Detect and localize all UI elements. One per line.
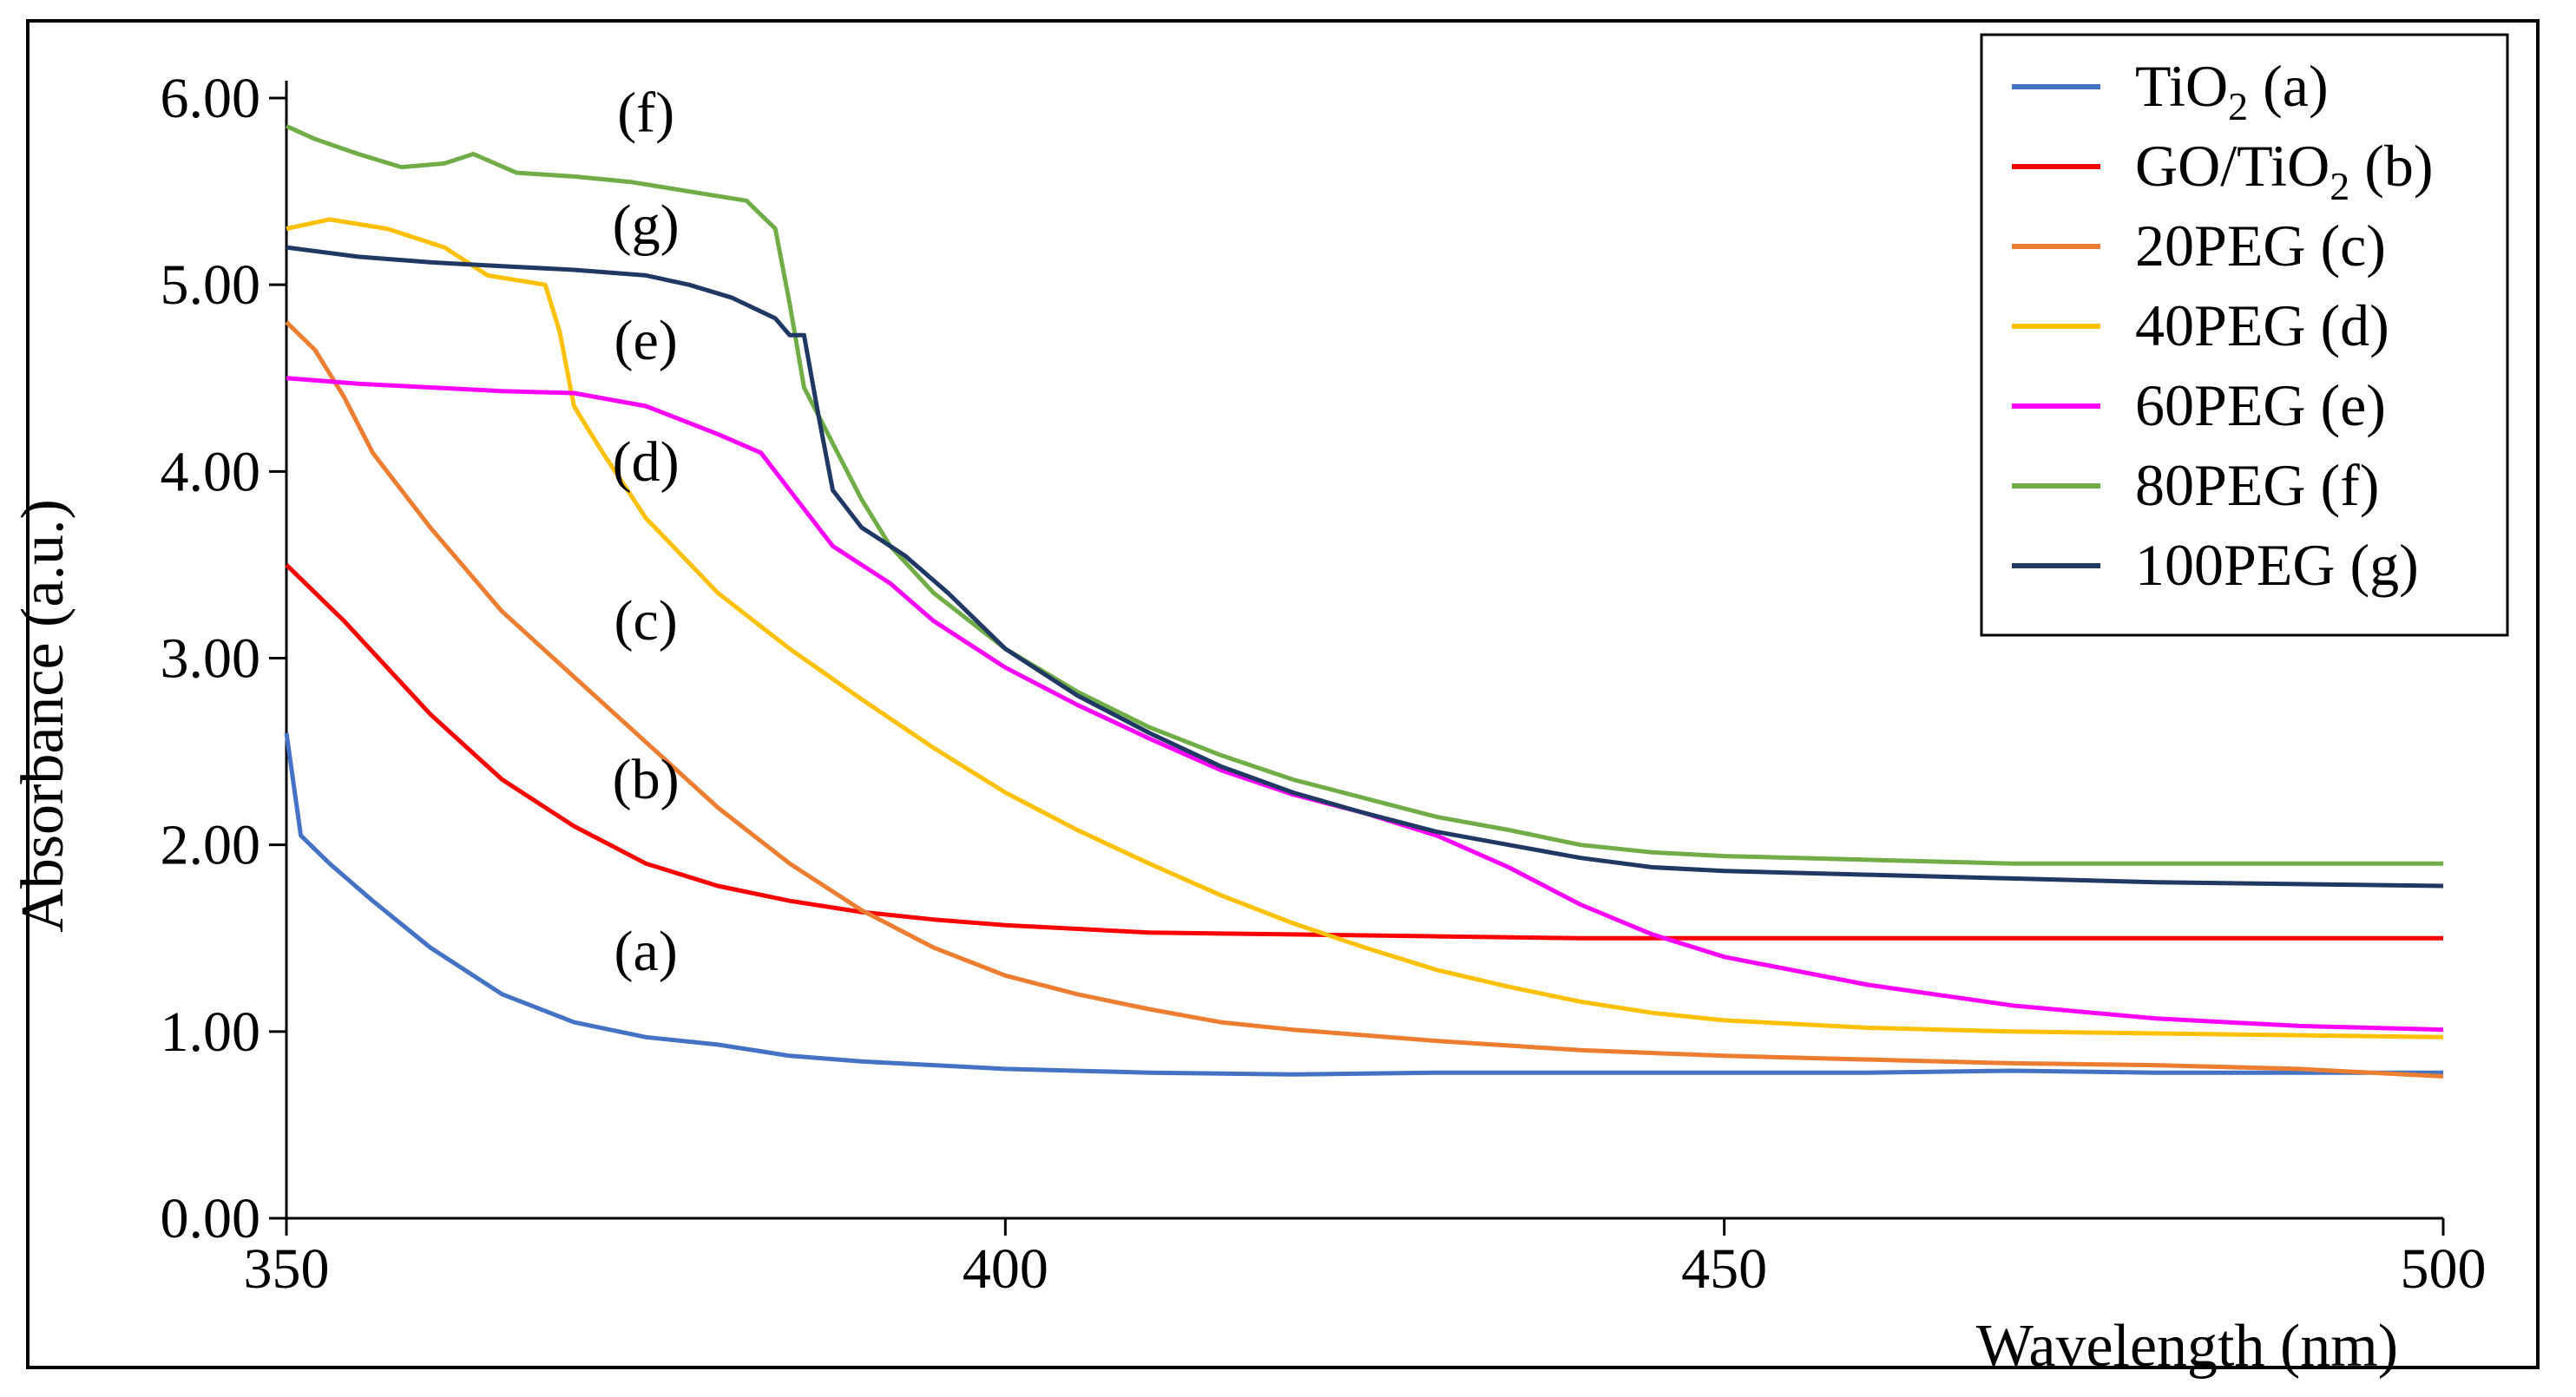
y-tick-label: 0.00 (161, 1187, 261, 1250)
legend-entry: 60PEG (e) (2135, 372, 2386, 438)
x-tick-label: 350 (244, 1237, 330, 1301)
legend: TiO2 (a)GO/TiO2 (b)20PEG (c) 40PEG (d) 60P… (1980, 33, 2509, 637)
series-line-6 (285, 124, 2443, 866)
curve-label: (b) (613, 748, 680, 811)
legend-entry: 100PEG (g) (2135, 532, 2419, 598)
x-axis-title: Wavelength (nm) (1976, 1313, 2398, 1380)
curve-label: (a) (614, 920, 678, 983)
x-tick-label: 400 (963, 1237, 1048, 1301)
legend-entry: GO/TiO2 (b) (2135, 133, 2434, 208)
curve-label: (g) (613, 193, 680, 257)
y-tick-label: 6.00 (161, 67, 261, 130)
y-tick-label: 1.00 (161, 1000, 261, 1064)
x-tick-label: 450 (1681, 1237, 1767, 1301)
curve-labels: (a) (b) (c) (d) (e) (f) (g) (613, 82, 680, 983)
series-line-1 (284, 732, 2443, 1077)
series-line-5 (286, 376, 2444, 1033)
y-tick-label: 2.00 (161, 814, 261, 877)
legend-entry: 20PEG (c) (2135, 213, 2386, 279)
curve-label: (f) (617, 82, 674, 145)
curve-label: (e) (614, 309, 678, 372)
legend-entry: TiO2 (a) (2135, 53, 2329, 128)
curve-label: (d) (613, 430, 680, 494)
series-line-4 (286, 217, 2444, 1040)
y-axis-title: Absorbance (a.u.) (10, 499, 76, 933)
series-lines (284, 124, 2444, 1079)
series-line-3 (285, 320, 2444, 1079)
x-tick-label: 500 (2401, 1237, 2487, 1301)
axes: 0.00 1.00 2.00 3.00 4.00 5.00 6.00 350 400 450 500 (161, 67, 2487, 1301)
y-tick-label: 5.00 (161, 253, 261, 317)
y-tick-label: 3.00 (161, 627, 261, 691)
legend-entry: 40PEG (d) (2135, 292, 2389, 358)
legend-box (1980, 33, 2509, 637)
legend-entry: 80PEG (f) (2135, 452, 2379, 518)
curve-label: (c) (614, 589, 678, 653)
y-tick-label: 4.00 (161, 440, 261, 503)
series-line-7 (286, 245, 2444, 889)
series-line-2 (285, 563, 2443, 941)
figure-frame (26, 19, 2540, 1369)
